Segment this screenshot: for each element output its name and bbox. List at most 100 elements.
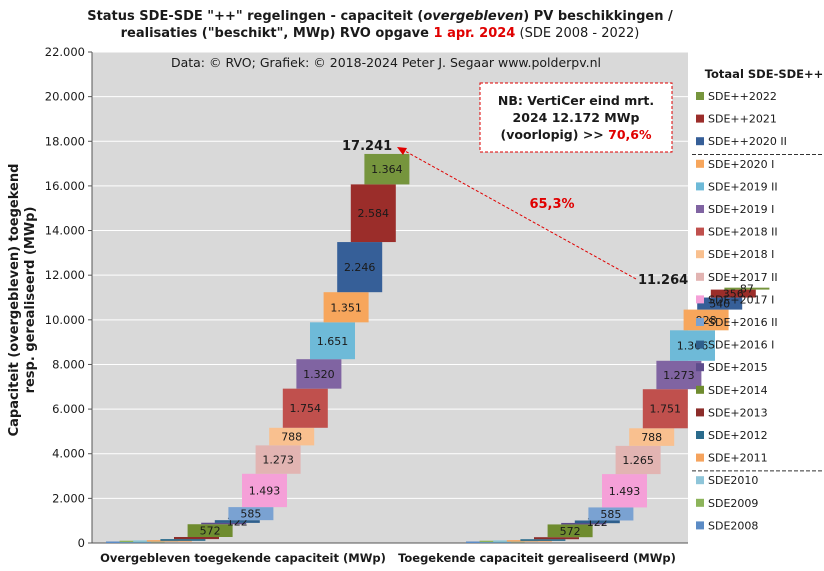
bar-value-label: 356 — [723, 288, 744, 301]
bar-segment[interactable] — [602, 474, 647, 508]
bar-segment[interactable] — [615, 445, 661, 475]
legend-swatch — [696, 453, 704, 462]
bar-segment[interactable] — [214, 520, 260, 523]
bar-segment[interactable] — [670, 330, 715, 361]
y-axis: 0 2.000 4.000 6.000 8.000 10.000 12.000 14.000 1… — [45, 45, 688, 550]
bar-segment[interactable] — [323, 292, 369, 323]
note-line3: (voorlopig) >> 70,6% — [501, 127, 652, 142]
legend-swatch — [696, 385, 704, 394]
x-category-label: Toegekende capaciteit gerealiseerd (MWp) — [398, 551, 676, 565]
bar-segment[interactable] — [228, 507, 274, 521]
legend-item: SDE+2019 II — [708, 180, 778, 193]
bar-segment[interactable] — [146, 540, 192, 542]
y-tick-label: 8.000 — [52, 357, 85, 371]
bar-segment[interactable] — [187, 524, 233, 537]
y-axis-title-line1: Capaciteit (overgebleven) toegekend — [7, 164, 22, 437]
legend-swatch — [696, 227, 704, 236]
y-tick-label: 10.000 — [45, 313, 85, 327]
legend-swatch — [696, 159, 704, 168]
bar-value-label: 788 — [281, 431, 302, 444]
total-label: 11.264 — [638, 273, 688, 288]
growth-arrow-line — [404, 150, 637, 280]
note-line1: NB: VertiCer eind mrt. — [498, 93, 654, 108]
bar-segment[interactable] — [534, 537, 579, 540]
bar-segment[interactable] — [656, 360, 702, 390]
bar-value-label: 585 — [240, 508, 261, 521]
legend-swatch — [696, 363, 704, 372]
legend-item: SDE+2018 II — [708, 226, 778, 239]
bar-segment[interactable] — [269, 427, 315, 446]
legend: Totaal SDE-SDE++ SDE++2022 SDE++2021 SDE++2… — [692, 67, 823, 532]
bar-segment[interactable] — [520, 539, 566, 541]
note-box: NB: VertiCer eind mrt. 2024 12.172 MWp (… — [479, 82, 673, 153]
legend-item: SDE+2017 I — [708, 293, 774, 306]
bar-value-label: 1.754 — [290, 402, 322, 415]
bar-value-label: 1.751 — [650, 403, 682, 416]
bar-value-label: 1.273 — [663, 369, 695, 382]
bar-segment[interactable] — [364, 153, 410, 185]
x-category-label: Overgebleven toegekende capaciteit (MWp) — [100, 551, 386, 565]
bar-segment[interactable] — [683, 309, 729, 331]
bar-segment[interactable] — [310, 322, 355, 360]
bars: 5721225851.4931.2737881.7541.3201.6511.3… — [106, 153, 770, 544]
legend-item: SDE+2016 I — [708, 339, 774, 352]
bar-value-label: 572 — [560, 525, 581, 538]
legend-item: SDE+2012 — [708, 429, 768, 442]
bar-value-label: 788 — [641, 431, 662, 444]
bar-value-label: 1.273 — [262, 454, 294, 467]
bar-value-label: 87 — [740, 283, 754, 296]
bar-segment[interactable] — [282, 388, 328, 428]
legend-item: SDE+2019 I — [708, 203, 774, 216]
legend-swatch — [696, 295, 704, 304]
bar-value-label: 1.493 — [249, 484, 281, 497]
legend-item: SDE+2017 II — [708, 271, 778, 284]
y-tick-label: 12.000 — [45, 268, 85, 282]
bar-segment[interactable] — [697, 297, 743, 310]
bar-segment[interactable] — [337, 242, 383, 293]
bar-segment[interactable] — [106, 541, 151, 544]
bar-segment[interactable] — [255, 445, 301, 474]
bar-segment[interactable] — [350, 184, 396, 243]
bar-value-label: 1.351 — [330, 301, 362, 314]
bar-segment[interactable] — [629, 428, 675, 446]
legend-swatch — [696, 476, 704, 485]
bar-value-label: 585 — [600, 508, 621, 521]
y-tick-label: 2.000 — [52, 491, 85, 505]
bar-segment[interactable] — [242, 473, 287, 508]
legend-item: SDE+2013 — [708, 406, 768, 419]
bar-segment[interactable] — [561, 522, 607, 525]
y-tick-label: 16.000 — [45, 179, 85, 193]
bar-value-label: 2.584 — [358, 207, 390, 220]
y-axis-title-line2: resp. gerealiseerd (MWp) — [23, 207, 38, 394]
bar-value-label: 572 — [200, 525, 221, 538]
x-axis-labels: Overgebleven toegekende capaciteit (MWp)… — [100, 551, 676, 565]
legend-item: SDE+2018 I — [708, 248, 774, 261]
legend-swatch — [696, 205, 704, 213]
bar-segment[interactable] — [642, 389, 688, 429]
legend-swatch — [696, 137, 704, 146]
bar-segment[interactable] — [724, 287, 770, 290]
bar-value-label: 1.493 — [609, 485, 641, 498]
bar-segment[interactable] — [588, 507, 634, 521]
bar-segment[interactable] — [466, 541, 511, 544]
bar-segment[interactable] — [547, 524, 593, 538]
bar-segment[interactable] — [506, 540, 552, 542]
credit-text: Data: © RVO; Grafiek: © 2018-2024 Peter … — [171, 55, 601, 70]
legend-item: SDE+2011 — [708, 452, 768, 465]
annotations: 17.241 11.264 65,3% — [342, 139, 688, 288]
legend-swatch — [696, 318, 704, 326]
y-axis-title: Capaciteit (overgebleven) toegekend resp… — [7, 164, 38, 437]
legend-item: SDE+2015 — [708, 361, 768, 374]
total-label: 17.241 — [342, 139, 392, 154]
y-tick-label: 18.000 — [45, 134, 85, 148]
note-line2: 2024 12.172 MWp — [513, 110, 640, 125]
bar-value-label: 1.320 — [303, 368, 335, 381]
bar-segment[interactable] — [174, 536, 219, 540]
bar-segment[interactable] — [574, 520, 620, 524]
legend-item: SDE+2020 I — [708, 158, 774, 171]
bar-segment[interactable] — [296, 359, 342, 389]
bar-segment[interactable] — [710, 289, 756, 298]
bar-segment[interactable] — [160, 539, 206, 541]
bar-segment[interactable] — [201, 522, 247, 525]
